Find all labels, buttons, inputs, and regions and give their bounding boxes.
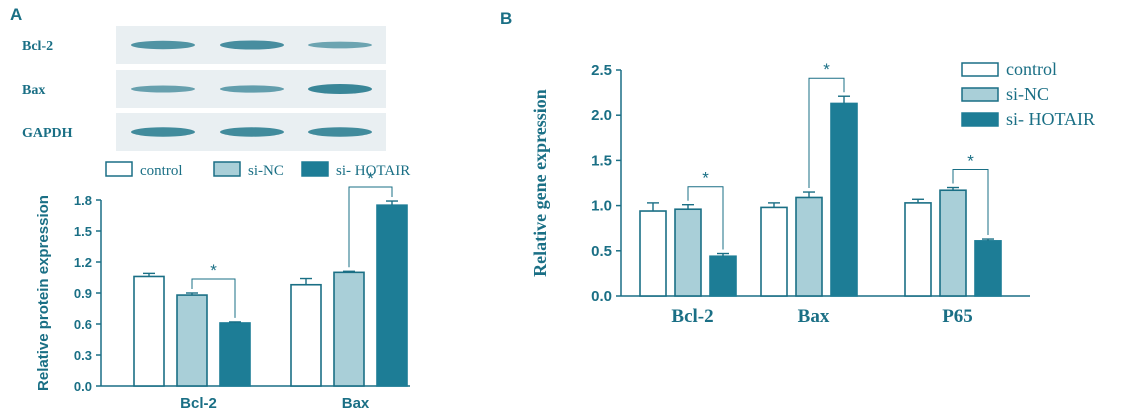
blot-band	[220, 85, 284, 93]
blot-band	[308, 84, 372, 94]
bar	[904, 202, 932, 297]
y-tick-label: 0.3	[74, 348, 92, 363]
blot-band	[308, 127, 372, 137]
y-axis-title: Relative protein expression	[35, 195, 52, 391]
significance-bracket	[191, 278, 236, 318]
y-tick-label: 1.5	[591, 152, 612, 169]
y-tick-label: 2.5	[591, 62, 612, 79]
blot-band	[220, 127, 284, 137]
x-category-label: Bax	[798, 306, 830, 327]
legend-label: si- HOTAIR	[336, 163, 410, 179]
legend-label: si-NC	[248, 163, 284, 179]
bar	[333, 271, 365, 387]
y-tick-label: 1.5	[74, 224, 92, 239]
significance-star: *	[210, 261, 217, 280]
significance-star: *	[823, 60, 830, 79]
bar	[133, 275, 165, 387]
significance-star: *	[367, 169, 374, 188]
y-tick-label: 0.0	[74, 379, 92, 394]
bar	[760, 206, 788, 297]
chart-panel-a: 0.0 0.3 0.6 0.9 1.2 1.5 1.8 Relative protein ex…	[35, 169, 410, 412]
blot-row-label: Bax	[22, 83, 45, 98]
blot-row-label: GAPDH	[22, 126, 73, 141]
blot-band	[131, 40, 195, 50]
significance-star: *	[967, 152, 974, 171]
significance-bracket	[808, 77, 845, 189]
legend-swatch	[961, 112, 999, 127]
bar	[290, 283, 322, 387]
y-axis-title: Relative gene expression	[530, 89, 550, 277]
significance-bracket	[952, 169, 989, 236]
bar	[939, 189, 967, 297]
blot-band	[220, 40, 284, 50]
legend-panel-a: control si-NC si- HOTAIR	[105, 161, 410, 179]
chart-panel-b: 0.0 0.5 1.0 1.5 2.0 2.5 Relative gene expressi…	[530, 60, 1030, 327]
blot-band	[131, 127, 195, 137]
legend-label: control	[1006, 59, 1057, 79]
bar	[219, 322, 251, 387]
legend-swatch	[961, 62, 999, 77]
significance-bracket	[687, 186, 724, 250]
y-tick-label: 2.0	[591, 107, 612, 124]
y-tick-label: 1.0	[591, 198, 612, 215]
x-category-label: P65	[942, 306, 973, 327]
bar	[974, 240, 1002, 297]
significance-star: *	[702, 169, 709, 188]
panel-b-letter: B	[500, 9, 512, 28]
x-category-label: Bcl-2	[671, 306, 713, 327]
y-tick-label: 0.6	[74, 317, 92, 332]
blot-row-label: Bcl-2	[22, 39, 53, 54]
y-tick-label: 0.5	[591, 243, 612, 260]
western-blot: Bcl-2 Bax GAPDH	[22, 26, 386, 151]
bar	[795, 196, 823, 297]
legend-panel-b: control si-NC si- HOTAIR	[961, 59, 1095, 129]
legend-label: si-NC	[1006, 84, 1049, 104]
blot-band	[131, 85, 195, 93]
legend-swatch	[961, 87, 999, 102]
panel-a-letter: A	[10, 5, 22, 24]
bar	[830, 102, 858, 297]
legend-label: control	[140, 163, 183, 179]
y-tick-label: 0.0	[591, 288, 612, 305]
legend-label: si- HOTAIR	[1006, 109, 1095, 129]
legend-swatch	[105, 161, 133, 177]
legend-swatch	[213, 161, 241, 177]
legend-swatch	[301, 161, 329, 177]
x-category-label: Bcl-2	[180, 395, 217, 412]
bar	[709, 255, 737, 297]
y-tick-label: 1.2	[74, 255, 92, 270]
y-tick-label: 1.8	[74, 193, 92, 208]
x-category-label: Bax	[342, 395, 370, 412]
y-tick-label: 0.9	[74, 286, 92, 301]
significance-bracket	[348, 186, 393, 268]
bar	[176, 294, 208, 387]
bar	[639, 210, 667, 297]
blot-band	[308, 41, 372, 49]
bar	[674, 208, 702, 297]
bar	[376, 204, 408, 387]
